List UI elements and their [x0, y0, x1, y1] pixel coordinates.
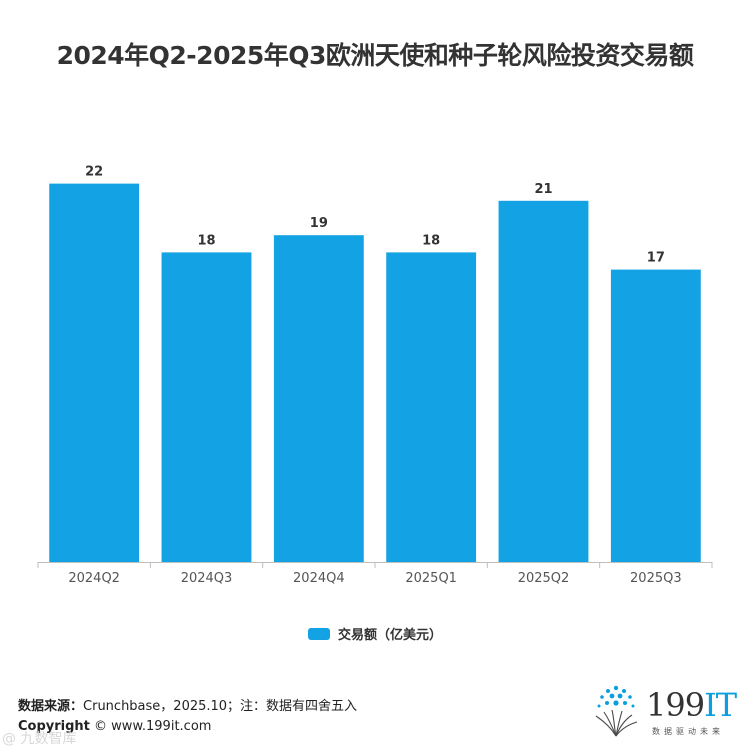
data-label-2024Q3: 18: [197, 233, 215, 248]
bar-2025Q3: [610, 269, 701, 562]
copyright: Copyright © www.199it.com: [18, 719, 211, 734]
chart-title: 2024年Q2-2025年Q3欧洲天使和种子轮风险投资交易额: [56, 41, 694, 70]
watermark: @ 九数智库: [2, 731, 77, 747]
copyright-text: © www.199it.com: [94, 719, 212, 734]
x-tick-label-2024Q3: 2024Q3: [181, 571, 233, 586]
data-label-2024Q2: 22: [85, 165, 103, 180]
dots-logo-icon: [595, 685, 638, 737]
data-label-2025Q1: 18: [422, 233, 440, 248]
legend: 交易额（亿美元）: [0, 624, 750, 643]
logo-tagline: 数据驱动未来: [652, 727, 724, 736]
source-text: Crunchbase，2025.10；注：数据有四舍五入: [83, 699, 358, 714]
data-label-2024Q4: 19: [310, 216, 328, 231]
x-tick-label-2024Q2: 2024Q2: [68, 571, 120, 586]
data-source: 数据来源：Crunchbase，2025.10；注：数据有四舍五入: [18, 695, 357, 714]
x-tick-label-2024Q4: 2024Q4: [293, 571, 345, 586]
bar-2025Q2: [498, 200, 589, 563]
x-tick-label-2025Q2: 2025Q2: [518, 571, 570, 586]
bar-2024Q4: [273, 235, 364, 562]
brand-logo: 199IT 数据驱动未来: [590, 682, 740, 742]
data-label-2025Q3: 17: [647, 251, 665, 266]
x-tick-label-2025Q3: 2025Q3: [630, 571, 682, 586]
logo-wordmark: 199IT: [646, 686, 737, 724]
bar-chart: 22 18 19 18 21 17 2024Q2 2024Q3 2024Q4 2025Q1 202…: [37, 165, 713, 586]
legend-label: 交易额（亿美元）: [337, 628, 442, 643]
copyright-label: Copyright: [18, 719, 90, 734]
data-label-2025Q2: 21: [534, 182, 552, 197]
bar-2025Q1: [386, 252, 477, 562]
bar-2024Q2: [49, 183, 140, 562]
x-tick-label-2025Q1: 2025Q1: [405, 571, 457, 586]
bar-2024Q3: [161, 252, 252, 562]
legend-swatch: [307, 627, 330, 640]
source-label: 数据来源：: [18, 699, 84, 714]
